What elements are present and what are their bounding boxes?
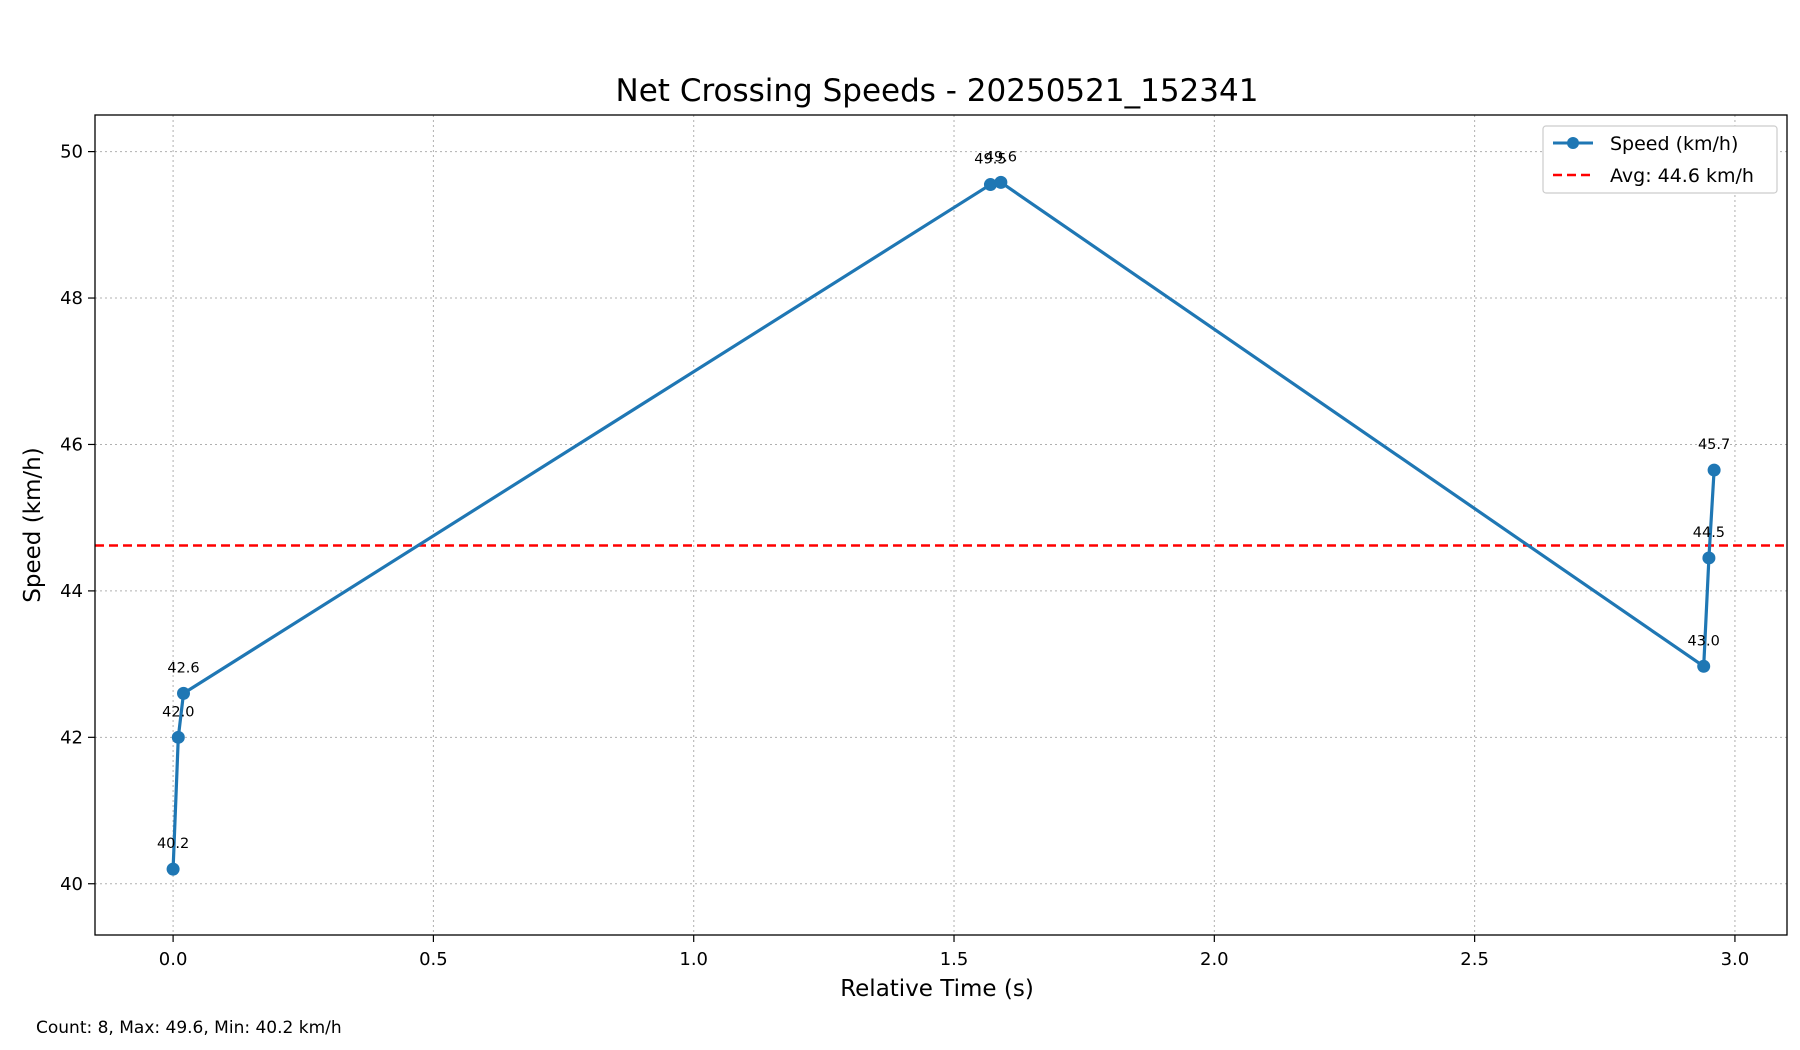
data-label: 40.2 bbox=[157, 836, 189, 852]
data-label: 42.6 bbox=[167, 660, 199, 676]
data-label: 45.7 bbox=[1698, 437, 1730, 453]
x-tick-label: 2.0 bbox=[1200, 949, 1229, 970]
y-tick-label: 46 bbox=[60, 434, 83, 455]
y-tick-label: 50 bbox=[60, 142, 83, 163]
data-point bbox=[177, 686, 191, 700]
data-label: 42.0 bbox=[162, 704, 194, 720]
x-tick-label: 3.0 bbox=[1721, 949, 1750, 970]
y-tick-label: 44 bbox=[60, 581, 83, 602]
legend-speed-marker bbox=[1567, 137, 1579, 149]
data-label: 49.5 bbox=[974, 152, 1006, 168]
axis-ticks: 0.0 0.5 1.0 1.5 2.0 2.5 3.0 40 42 44 46 48 50 bbox=[60, 142, 1749, 970]
legend-avg-label: Avg: 44.6 km/h bbox=[1610, 165, 1754, 187]
grid bbox=[95, 115, 1787, 935]
data-point bbox=[1707, 463, 1721, 477]
speed-series-line bbox=[171, 180, 1716, 870]
data-label: 43.0 bbox=[1688, 633, 1720, 649]
x-axis-label: Relative Time (s) bbox=[840, 976, 1034, 1002]
data-label: 44.5 bbox=[1693, 525, 1725, 541]
series-group bbox=[166, 175, 1721, 876]
data-point bbox=[1697, 659, 1711, 673]
x-tick-label: 0.0 bbox=[159, 949, 188, 970]
data-point bbox=[983, 178, 997, 192]
data-point bbox=[994, 175, 1008, 189]
data-point bbox=[1702, 551, 1716, 565]
y-tick-label: 40 bbox=[60, 874, 83, 895]
footer-stats: Count: 8, Max: 49.6, Min: 40.2 km/h bbox=[36, 1018, 342, 1038]
data-label: 49.6 bbox=[985, 149, 1017, 165]
data-point bbox=[171, 730, 185, 744]
legend: Speed (km/h) Avg: 44.6 km/h bbox=[1542, 125, 1778, 194]
y-axis-label: Speed (km/h) bbox=[20, 447, 46, 602]
x-tick-label: 2.5 bbox=[1460, 949, 1489, 970]
data-labels-group: 40.2 42.0 42.6 49.549.6 43.0 44.5 45.7 bbox=[157, 149, 1730, 852]
x-tick-label: 1.0 bbox=[679, 949, 708, 970]
chart-title: Net Crossing Speeds - 20250521_152341 bbox=[616, 73, 1259, 109]
y-tick-label: 42 bbox=[60, 727, 83, 748]
data-point bbox=[166, 862, 180, 876]
legend-speed-label: Speed (km/h) bbox=[1610, 133, 1738, 155]
plot-frame bbox=[94, 114, 1788, 936]
y-tick-label: 48 bbox=[60, 288, 83, 309]
x-tick-label: 0.5 bbox=[419, 949, 448, 970]
legend-box bbox=[1542, 125, 1778, 194]
x-tick-label: 1.5 bbox=[940, 949, 969, 970]
